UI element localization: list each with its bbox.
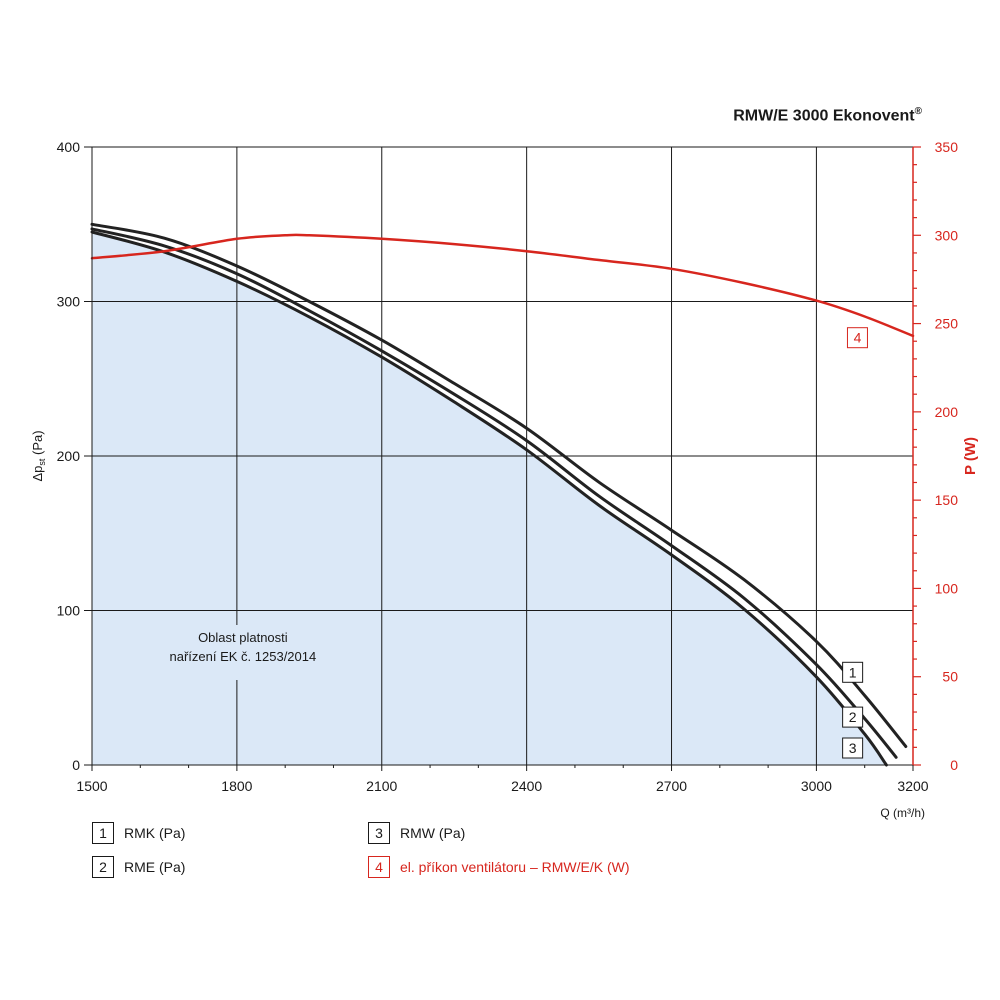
left-axis-title: Δpst (Pa) [30,430,47,481]
right-axis-title: P (W) [962,437,979,475]
right-tick-label: 150 [935,492,959,508]
left-axis-title-unit: (Pa) [30,430,45,458]
legend-label-4: el. příkon ventilátoru – RMW/E/K (W) [400,859,630,875]
legend-label-1: RMK (Pa) [124,825,186,841]
right-tick-label: 250 [935,316,959,332]
left-axis-title-subscript: st [37,458,47,466]
bottom-tick-label: 2100 [366,778,397,794]
left-axis-title-main: Δp [30,466,45,482]
region-label-line: Oblast platnosti [198,630,288,645]
curve-marker-box-1 [842,661,864,683]
left-tick-label: 300 [57,294,81,310]
bottom-tick-label: 1800 [221,778,252,794]
legend-marker-2: 2 [92,856,114,878]
curve-marker-label-4: 4 [854,330,862,346]
curves [90,222,915,767]
bottom-tick-label: 1500 [76,778,107,794]
legend-item-1: 1 RMK (Pa) [92,822,185,844]
right-tick-label: 100 [935,580,959,596]
registered-mark: ® [914,106,922,117]
curve-marker-box-4 [846,327,868,349]
left-tick-label: 400 [57,139,81,155]
x-axis-title: Q (m³/h) [880,806,925,820]
region-label-line: nařízení EK č. 1253/2014 [170,649,317,664]
legend-marker-1: 1 [92,822,114,844]
legend-marker-3: 3 [368,822,390,844]
bottom-tick-label: 2700 [656,778,687,794]
axis-ticks [84,146,921,771]
curve-marker-label-2: 2 [849,709,857,725]
bottom-tick-label: 3000 [801,778,832,794]
grid-lines [92,147,913,765]
right-tick-label: 300 [935,227,959,243]
legend-label-3: RMW (Pa) [400,825,466,841]
region-label: Oblast platnosti nařízení EK č. 1253/2014 [170,630,317,664]
legend-item-2: 2 RME (Pa) [92,856,185,878]
legend-marker-4: 4 [368,856,390,878]
left-tick-label: 100 [57,603,81,619]
bottom-tick-label: 3200 [897,778,928,794]
legend-label-2: RME (Pa) [124,859,186,875]
curve-markers: 1 2 3 4 [842,327,868,759]
bottom-tick-label: 2400 [511,778,542,794]
curve-2 [90,227,898,759]
curve-marker-box-2 [842,706,864,728]
legend-item-4: 4 el. příkon ventilátoru – RMW/E/K (W) [368,856,630,878]
right-tick-label: 50 [942,669,958,685]
validity-region-fill [92,232,887,765]
curve-3 [90,230,888,767]
legend-item-3: 3 RMW (Pa) [368,822,465,844]
right-tick-label: 350 [935,139,959,155]
curve-marker-box-3 [842,737,864,759]
curve-marker-label-1: 1 [849,664,857,680]
right-tick-label: 200 [935,404,959,420]
curve-1 [90,222,908,748]
left-tick-label: 0 [72,757,80,773]
axis-labels: 0 100 200 300 400 0 50 100 150 200 250 300 350 1500 18… [30,139,979,820]
chart-title: RMW/E 3000 Ekonovent® [733,106,922,125]
curve-4 [90,233,915,338]
right-tick-label: 0 [950,757,958,773]
chart-title-text: RMW/E 3000 Ekonovent [733,107,915,125]
left-tick-label: 200 [57,448,81,464]
curve-marker-label-3: 3 [849,740,857,756]
